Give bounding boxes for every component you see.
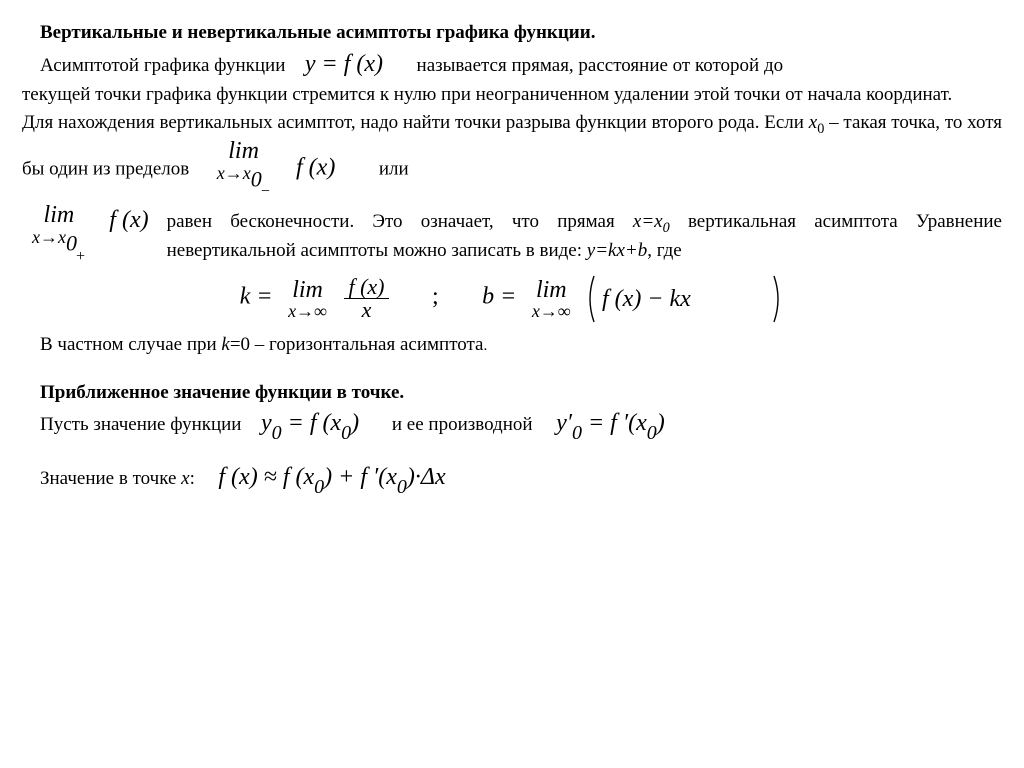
- eq-b-lhs: b =: [482, 283, 516, 309]
- p7a: Значение в точке: [40, 468, 181, 489]
- frac-top: f (x): [344, 276, 388, 299]
- eq-b-under: x→∞: [532, 302, 571, 320]
- eq-k-under: x→∞: [288, 302, 327, 320]
- lim-plus-c: +: [75, 248, 86, 265]
- paren-svg: f (x) − kx: [584, 272, 784, 326]
- p5a: В частном случае при: [40, 334, 221, 355]
- p7-x: x: [181, 468, 189, 489]
- lim-word-2: lim: [32, 203, 86, 228]
- fx-1: f (x): [296, 154, 335, 180]
- title1-text: Вертикальные и невертикальные асимптоты …: [40, 22, 595, 43]
- p6a: Пусть значение функции: [40, 414, 241, 435]
- p4a: равен бесконечности. Это означает, что п…: [167, 211, 633, 232]
- document-page: Вертикальные и невертикальные асимптоты …: [0, 0, 1024, 501]
- section-title-approx: Приближенное значение функции в точке.: [22, 380, 1002, 406]
- title2-text: Приближенное значение функции в точке.: [40, 382, 404, 403]
- p3a: Для нахождения вертикальных асимптот, на…: [22, 112, 809, 133]
- fx-2: f (x): [109, 207, 148, 233]
- para4: равен бесконечности. Это означает, что п…: [167, 203, 1002, 264]
- lim-minus-c: −: [260, 183, 271, 200]
- lim-plus-a: x→x: [32, 227, 66, 247]
- para6: Пусть значение функции y0 = f (x0) и ее …: [22, 407, 1002, 447]
- eq-k-b-row: k = lim x→∞ f (x) x ; b = lim x→∞ f (x) …: [22, 272, 1002, 326]
- p4-xx0-sub: 0: [663, 220, 670, 236]
- para5: В частном случае при k=0 – горизонтальна…: [22, 332, 1002, 358]
- intro-line: Асимптотой графика функции y = f (x) наз…: [22, 48, 1002, 80]
- lim-k: lim x→∞: [288, 278, 327, 320]
- eq-approx: f (x) ≈ f (x0) + f ′(x0)·Δx: [218, 464, 445, 490]
- frac-bot: x: [344, 299, 388, 321]
- p4c: , где: [647, 240, 681, 261]
- frac-fx-x: f (x) x: [344, 276, 388, 321]
- lim-word-1: lim: [217, 139, 271, 164]
- big-paren-group: f (x) − kx: [584, 272, 784, 326]
- p5-dot: .: [483, 338, 487, 354]
- lim-word-4: lim: [532, 278, 571, 302]
- eq-b-body: f (x) − kx: [602, 286, 691, 312]
- lim-word-3: lim: [288, 278, 327, 302]
- eq-yfx: y = f (x): [305, 51, 383, 77]
- eq-k-lhs: k =: [240, 283, 273, 309]
- para7: Значение в точке x: f (x) ≈ f (x0) + f ′…: [22, 461, 1002, 501]
- p3-x0: x: [809, 112, 817, 133]
- p6b: и ее производной: [392, 414, 533, 435]
- lim-plus-row: lim x→x0+ f (x) равен бесконечности. Это…: [22, 203, 1002, 266]
- para2: текущей точки графика функции стремится …: [22, 82, 1002, 108]
- intro1a: Асимптотой графика функции: [40, 55, 285, 76]
- lim-minus-a: x→x: [217, 163, 251, 183]
- lim-plus: lim x→x0+: [32, 203, 86, 266]
- p4-xx0: x=x: [633, 211, 663, 232]
- p3c: или: [379, 158, 409, 179]
- p4-ykxb: y=kx+b: [587, 240, 647, 261]
- eq-yp0: y′0 = f ′(x0): [556, 410, 665, 436]
- intro1b: называется прямая, расстояние от которой…: [417, 55, 784, 76]
- p5b: =0 – горизонтальная асимптота: [230, 334, 484, 355]
- lim-minus: lim x→x0−: [217, 139, 271, 202]
- lim-b: lim x→∞: [532, 278, 571, 320]
- para3: Для нахождения вертикальных асимптот, на…: [22, 110, 1002, 202]
- semicolon: ;: [432, 283, 439, 309]
- section-title-asymptotes: Вертикальные и невертикальные асимптоты …: [22, 20, 1002, 46]
- p7b: :: [190, 468, 195, 489]
- p5-k: k: [221, 334, 229, 355]
- eq-y0: y0 = f (x0): [261, 410, 365, 436]
